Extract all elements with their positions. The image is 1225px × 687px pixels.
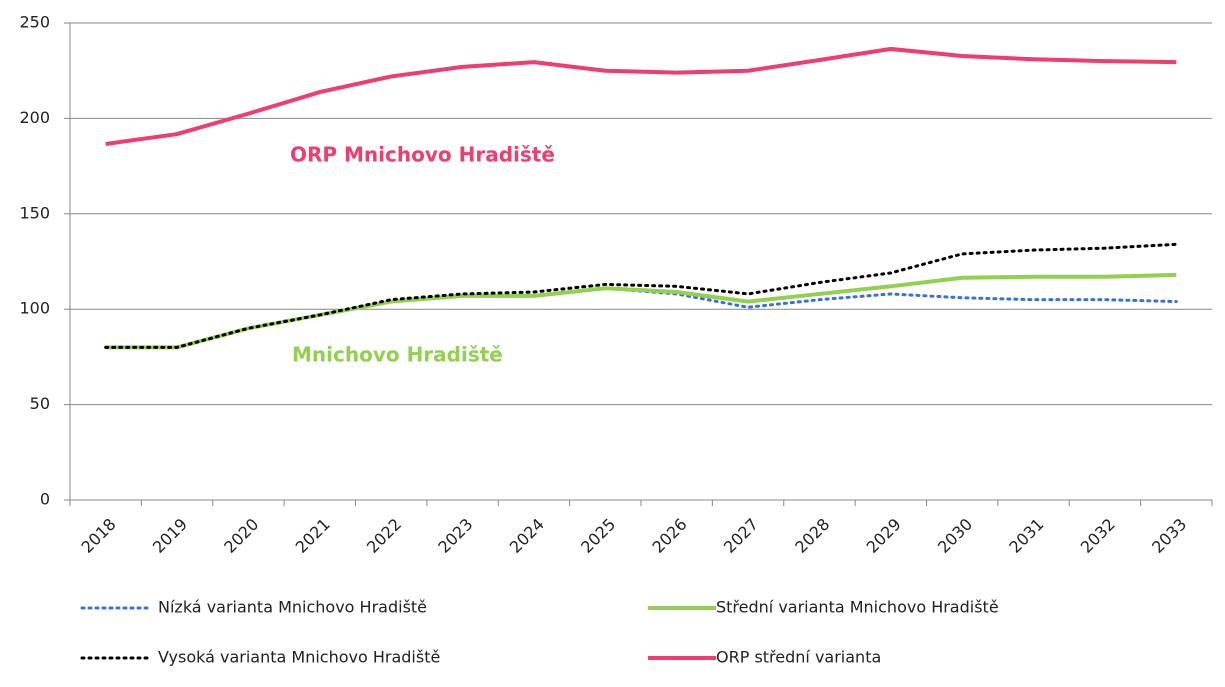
x-tick-label: 2022 — [363, 515, 405, 557]
x-tick-label: 2021 — [292, 515, 334, 557]
x-tick-label: 2023 — [434, 515, 476, 557]
annotation: Mnichovo Hradiště — [292, 343, 503, 367]
y-tick-label: 100 — [19, 299, 50, 318]
legend-label: Vysoká varianta Mnichovo Hradiště — [158, 648, 440, 667]
x-tick-label: 2031 — [1005, 515, 1047, 557]
x-tick-label: 2028 — [791, 515, 833, 557]
x-tick-label: 2026 — [648, 515, 690, 557]
x-tick-label: 2019 — [149, 515, 191, 557]
x-tick-label: 2032 — [1077, 515, 1119, 557]
x-tick-label: 2029 — [863, 515, 905, 557]
x-tick-label: 2024 — [506, 515, 548, 557]
x-tick-label: 2018 — [77, 515, 119, 557]
legend-label: Střední varianta Mnichovo Hradiště — [716, 598, 999, 617]
y-tick-label: 50 — [30, 394, 50, 413]
series-line — [105, 46, 1177, 146]
series-line — [104, 286, 1178, 349]
y-tick-label: 150 — [19, 203, 50, 222]
x-tick-label: 2030 — [934, 515, 976, 557]
x-tick-label: 2025 — [577, 515, 619, 557]
x-tick-label: 2020 — [220, 515, 262, 557]
series-line — [104, 242, 1178, 349]
y-tick-label: 200 — [19, 108, 50, 127]
y-tick-label: 0 — [40, 490, 50, 509]
x-tick-label: 2033 — [1148, 515, 1190, 557]
x-tick-label: 2027 — [720, 515, 762, 557]
legend-label: Nízká varianta Mnichovo Hradiště — [158, 598, 427, 617]
y-tick-label: 250 — [19, 13, 50, 32]
annotation: ORP Mnichovo Hradiště — [290, 143, 555, 167]
legend-label: ORP střední varianta — [716, 648, 881, 667]
